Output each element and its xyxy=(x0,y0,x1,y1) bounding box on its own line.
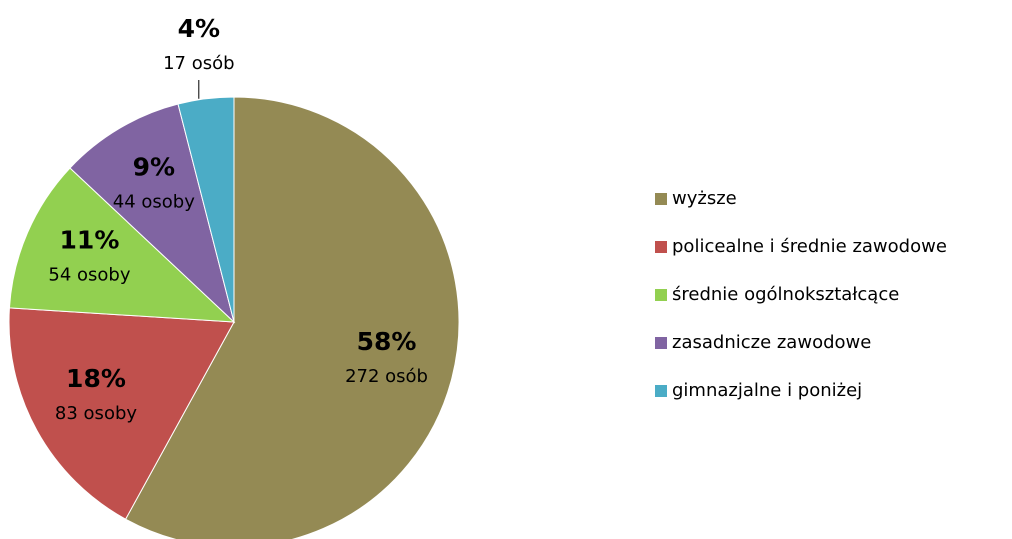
legend-label: zasadnicze zawodowe xyxy=(672,332,871,353)
legend-label: średnie ogólnokształcące xyxy=(672,284,899,305)
count-label: 17 osób xyxy=(163,53,234,74)
legend-label: wyższe xyxy=(672,188,737,209)
legend-swatch xyxy=(655,337,667,349)
pie-slice xyxy=(8,167,236,323)
pie-slice xyxy=(8,307,235,520)
legend-swatch xyxy=(655,385,667,397)
percent-label: 18% xyxy=(66,364,126,393)
percent-label: 4% xyxy=(178,14,220,43)
count-label: 54 osoby xyxy=(48,264,130,285)
legend-swatch xyxy=(655,241,667,253)
count-label: 272 osób xyxy=(345,366,428,387)
pie-slice xyxy=(69,103,235,324)
legend-swatch xyxy=(655,289,667,301)
percent-label: 58% xyxy=(357,327,417,356)
percent-label: 11% xyxy=(60,225,120,254)
pie-slice xyxy=(177,96,235,323)
percent-label: 9% xyxy=(133,152,175,181)
legend-label: gimnazjalne i poniżej xyxy=(672,380,862,401)
count-label: 44 osoby xyxy=(113,191,195,212)
legend-swatch xyxy=(655,193,667,205)
legend-label: policealne i średnie zawodowe xyxy=(672,236,947,257)
pie-slice xyxy=(124,96,460,539)
count-label: 83 osoby xyxy=(55,403,137,424)
